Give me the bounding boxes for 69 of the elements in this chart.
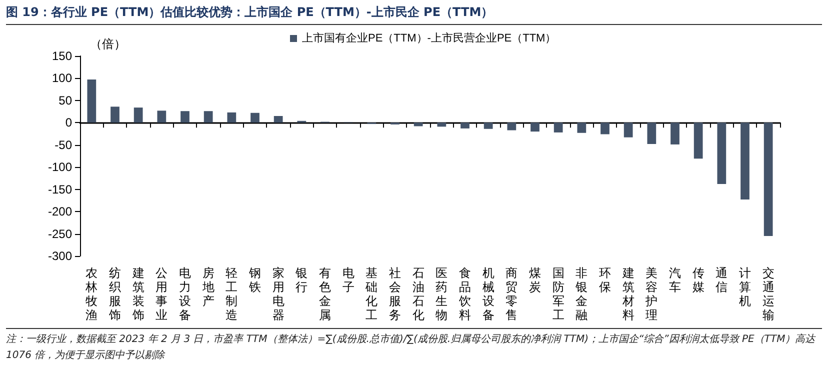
y-tick-label: -50	[54, 138, 72, 152]
bar	[274, 116, 283, 123]
legend-label: 上市国有企业PE（TTM）-上市民营企业PE（TTM）	[302, 32, 556, 44]
bar	[87, 80, 96, 123]
x-tick-label: 银行	[294, 266, 308, 294]
x-tick-label: 食品饮料	[458, 266, 471, 322]
y-tick-label: -250	[48, 226, 72, 241]
chart-title: 图 19：各行业 PE（TTM）估值比较优势：上市国企 PE（TTM）-上市民企 PE（TTM）	[6, 4, 822, 25]
x-tick-label: 商贸零售	[506, 266, 518, 322]
x-tick-label: 家用电器	[272, 266, 284, 322]
bar	[484, 122, 493, 129]
bar	[740, 122, 750, 200]
bar	[460, 122, 470, 128]
x-tick-label: 基础化工	[364, 266, 378, 322]
x-tick-label: 美容护理	[644, 266, 658, 322]
bar	[530, 122, 540, 132]
bar	[110, 106, 120, 123]
y-tick-label: 150	[52, 49, 72, 63]
x-tick-label: 通信	[716, 266, 728, 294]
x-tick-label: 医药生物	[436, 266, 448, 322]
bar	[577, 122, 586, 133]
x-tick-label: 石油石化	[412, 266, 424, 322]
bar	[180, 111, 190, 123]
text: 注：一级行业，数据截至 2023 年 2 月 3 日，市盈率 TTM（整体法）=∑(成份股.总市值)/∑(成份股.归属母公司股东的净利润 TTM)；上市国企“综合”因利润太低导致 PE（TTM）高达 1076 倍，为便于显示图中予以剔除	[6, 328, 822, 364]
bar	[764, 122, 773, 236]
x-tick-label: 机械设备	[482, 266, 494, 322]
bar	[717, 122, 726, 184]
x-tick-label: 建筑装饰	[131, 266, 144, 322]
y-axis-title: （倍）	[90, 37, 126, 51]
x-tick-label: 电子	[342, 266, 354, 294]
bar	[250, 112, 260, 123]
bar	[204, 111, 213, 123]
x-tick-label: 交通运输	[762, 266, 774, 322]
x-tick-label: 煤炭	[529, 266, 541, 294]
x-tick-label: 公用事业	[156, 266, 168, 322]
y-tick-label: -150	[48, 182, 72, 196]
x-tick-label: 有色金属	[319, 266, 331, 322]
x-tick-label: 电力设备	[179, 266, 191, 322]
y-tick-label: 50	[58, 93, 72, 108]
bar	[647, 122, 656, 144]
x-tick-label: 建筑材料	[621, 266, 634, 322]
x-tick-label: 国防军工	[552, 266, 564, 322]
x-tick-label: 房地产	[201, 266, 214, 308]
bar	[157, 110, 166, 123]
x-tick-label: 非银金融	[574, 266, 588, 322]
x-tick-label: 环保	[599, 266, 611, 294]
y-tick-label: -200	[48, 204, 72, 219]
bar	[600, 122, 610, 134]
y-tick-label: -100	[48, 160, 72, 174]
bar	[554, 122, 563, 132]
x-tick-label: 轻工制造	[226, 266, 238, 322]
bar	[507, 122, 516, 130]
bar	[437, 122, 446, 127]
x-tick-label: 传媒	[692, 266, 704, 294]
y-tick-label: -300	[48, 249, 72, 263]
x-tick-label: 计算机	[739, 266, 751, 308]
y-tick-label: 100	[52, 71, 72, 86]
bar	[670, 122, 680, 144]
x-tick-label: 汽车	[669, 266, 681, 294]
x-tick-label: 农林牧渔	[84, 266, 98, 322]
bar	[624, 122, 633, 138]
bar	[134, 108, 143, 123]
bar	[694, 122, 703, 159]
x-tick-label: 社会服务	[389, 266, 401, 322]
y-tick-label: 0	[65, 116, 72, 130]
bar	[414, 122, 423, 126]
bar	[227, 112, 236, 123]
x-tick-label: 钢铁	[248, 266, 261, 294]
x-tick-label: 纺织服饰	[108, 266, 121, 322]
